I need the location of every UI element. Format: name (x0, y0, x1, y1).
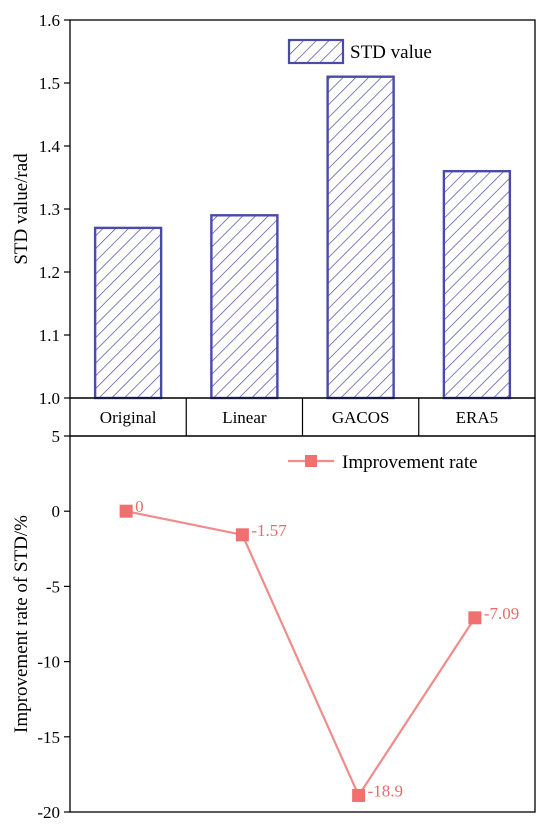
legend-swatch-std-value (287, 38, 345, 65)
legend-label-std-value: STD value (350, 42, 432, 63)
bar-y-tick-label: 1.5 (39, 74, 60, 93)
legend-label-improvement-rate: Improvement rate (342, 452, 478, 473)
category-label-original: Original (100, 408, 157, 427)
line-marker-linear (235, 528, 249, 542)
bar-series (93, 75, 512, 400)
bar-y-tick-label: 1.1 (39, 326, 60, 345)
data-label-gacos: -18.9 (368, 781, 403, 800)
bar-y-tick-label: 1.0 (39, 389, 60, 408)
line-data-labels: 0 -1.57 -18.9 -7.09 (135, 497, 519, 800)
bar-y-tick-label: 1.2 (39, 263, 60, 282)
legend-marker-improvement-rate (305, 455, 317, 467)
bar-chart-y-label: STD value/rad (11, 153, 32, 265)
category-label-linear: Linear (222, 408, 267, 427)
line-chart-y-ticks: 5 0 -5 -10 -15 -20 (37, 427, 70, 822)
line-y-tick-label: 5 (52, 427, 61, 446)
improvement-rate-line (125, 510, 476, 798)
line-chart-frame (69, 435, 536, 813)
bar-chart-legend: STD value (287, 38, 432, 65)
data-label-original: 0 (135, 497, 144, 516)
data-label-era5: -7.09 (484, 604, 519, 623)
line-chart-legend: Improvement rate (288, 452, 478, 473)
line-marker-original (119, 504, 133, 518)
line-marker-era5 (468, 611, 482, 625)
bar-linear (210, 214, 279, 400)
line-y-tick-label: -5 (46, 577, 60, 596)
line-chart-panel: 5 0 -5 -10 -15 -20 0 -1.57 -18.9 -7.09 Improveme… (11, 427, 536, 822)
line-y-tick-label: -20 (37, 803, 60, 822)
bar-y-tick-label: 1.3 (39, 200, 60, 219)
data-label-linear: -1.57 (251, 521, 287, 540)
line-chart-y-label: Improvement rate of STD/% (11, 515, 32, 733)
bar-y-tick-label: 1.6 (39, 11, 60, 30)
line-y-tick-label: 0 (52, 502, 61, 521)
category-cells: Original Linear GACOS ERA5 (100, 398, 498, 436)
category-axis-band: Original Linear GACOS ERA5 (69, 397, 536, 437)
bar-chart-y-ticks: 1.0 1.1 1.2 1.3 1.4 1.5 1.6 (39, 11, 70, 408)
bar-original (93, 226, 163, 400)
line-series-markers (119, 504, 482, 802)
line-marker-gacos (352, 788, 366, 802)
line-y-tick-label: -10 (37, 653, 60, 672)
category-label-era5: ERA5 (456, 408, 499, 427)
bar-gacos (326, 75, 395, 400)
category-label-gacos: GACOS (332, 408, 390, 427)
line-y-tick-label: -15 (37, 728, 60, 747)
bar-chart-panel: 1.0 1.1 1.2 1.3 1.4 1.5 1.6 STD value/rad STD … (11, 11, 536, 408)
bar-era5 (442, 169, 512, 400)
bar-y-tick-label: 1.4 (39, 137, 61, 156)
